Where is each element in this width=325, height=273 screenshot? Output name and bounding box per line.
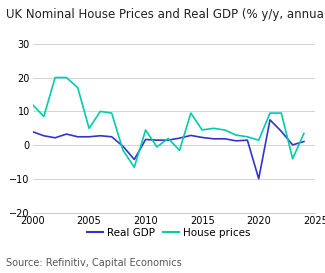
Real GDP	[155, 138, 159, 142]
Real GDP	[76, 135, 80, 138]
Real GDP	[189, 134, 193, 137]
Real GDP	[110, 135, 114, 138]
House prices	[144, 128, 148, 132]
House prices	[257, 138, 261, 142]
House prices	[268, 111, 272, 115]
House prices	[291, 157, 294, 161]
Real GDP	[53, 136, 57, 140]
Line: House prices: House prices	[32, 78, 304, 167]
House prices	[31, 103, 34, 106]
House prices	[223, 128, 227, 132]
Real GDP	[212, 137, 215, 140]
House prices	[280, 111, 283, 115]
Real GDP	[257, 177, 261, 180]
House prices	[121, 149, 125, 152]
Real GDP	[98, 134, 102, 137]
Real GDP	[245, 138, 249, 142]
House prices	[53, 76, 57, 79]
Legend: Real GDP, House prices: Real GDP, House prices	[83, 224, 255, 242]
House prices	[212, 127, 215, 130]
Real GDP	[223, 137, 227, 140]
Real GDP	[31, 130, 34, 133]
House prices	[98, 110, 102, 113]
House prices	[189, 111, 193, 115]
Real GDP	[177, 136, 181, 140]
House prices	[155, 145, 159, 149]
House prices	[76, 86, 80, 89]
House prices	[302, 132, 306, 135]
Real GDP	[121, 145, 125, 148]
Real GDP	[64, 132, 68, 136]
Real GDP	[200, 136, 204, 139]
Real GDP	[166, 138, 170, 142]
Real GDP	[268, 118, 272, 121]
House prices	[177, 149, 181, 152]
Real GDP	[280, 130, 283, 133]
Line: Real GDP: Real GDP	[32, 120, 304, 179]
Text: UK Nominal House Prices and Real GDP (% y/y, annual): UK Nominal House Prices and Real GDP (% …	[6, 8, 325, 21]
Real GDP	[144, 138, 148, 141]
Real GDP	[302, 140, 306, 143]
House prices	[132, 166, 136, 169]
House prices	[110, 111, 114, 115]
House prices	[245, 135, 249, 138]
House prices	[166, 137, 170, 140]
Real GDP	[291, 143, 294, 147]
House prices	[64, 76, 68, 79]
Real GDP	[42, 134, 46, 137]
Real GDP	[132, 158, 136, 161]
Real GDP	[234, 139, 238, 143]
House prices	[42, 115, 46, 118]
Real GDP	[87, 135, 91, 138]
House prices	[200, 128, 204, 132]
Text: Source: Refinitiv, Capital Economics: Source: Refinitiv, Capital Economics	[6, 257, 182, 268]
House prices	[87, 127, 91, 130]
House prices	[234, 133, 238, 137]
